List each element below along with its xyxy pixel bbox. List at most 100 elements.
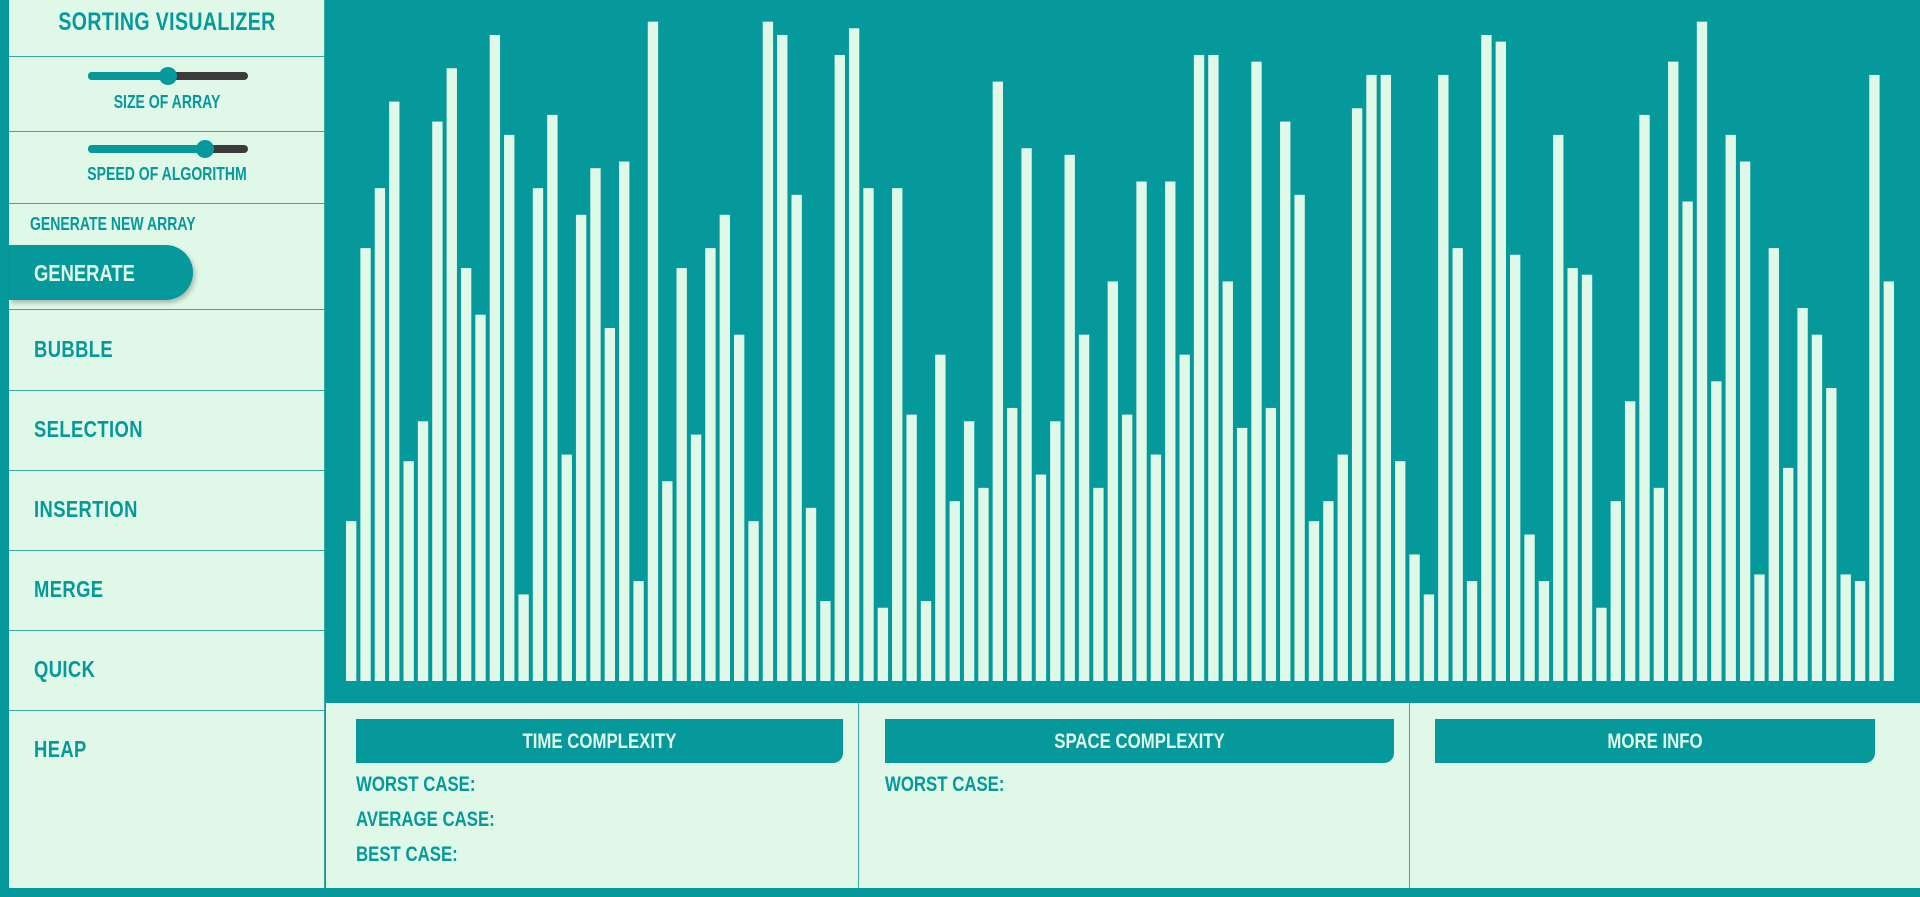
space-complexity-title: SPACE COMPLEXITY	[1054, 730, 1225, 753]
algo-merge-label: MERGE	[34, 576, 104, 602]
array-bar	[1754, 574, 1765, 681]
size-label: SIZE OF ARRAY	[113, 92, 221, 112]
generate-section	[9, 204, 325, 310]
space-complexity-section: SPACE COMPLEXITY WORST CASE:	[859, 703, 1410, 888]
array-bar	[374, 188, 386, 681]
algo-quick-button[interactable]: QUICK	[9, 631, 325, 711]
array-bar	[1050, 421, 1061, 681]
array-bar	[403, 461, 414, 681]
array-bar	[1093, 487, 1104, 681]
array-bar	[1265, 407, 1277, 681]
algo-insertion-button[interactable]: INSERTION	[9, 471, 325, 551]
algo-selection-label: SELECTION	[34, 416, 143, 442]
array-bar	[1538, 581, 1550, 681]
array-bar	[1395, 461, 1406, 681]
time-best-case: BEST CASE:	[356, 843, 458, 866]
array-bar	[1668, 61, 1679, 681]
array-bar	[848, 28, 860, 681]
array-bar	[1653, 487, 1665, 681]
array-bar	[1021, 148, 1032, 681]
generate-button[interactable]: GENERATE	[9, 245, 193, 300]
array-bar	[762, 21, 774, 681]
bars-svg	[346, 21, 1894, 681]
array-bar	[1797, 308, 1808, 681]
array-bar	[1567, 268, 1578, 681]
array-bar	[633, 581, 644, 681]
array-bar	[949, 501, 960, 681]
array-bar	[1840, 574, 1851, 681]
time-complexity-header: TIME COMPLEXITY	[356, 719, 843, 763]
speed-slider-thumb[interactable]	[195, 140, 214, 158]
array-bar	[1510, 254, 1521, 681]
array-bar	[978, 487, 989, 681]
generate-label: GENERATE NEW ARRAY	[30, 214, 196, 234]
speed-section: SPEED OF ALGORITHM	[9, 132, 325, 204]
array-bar	[1423, 594, 1435, 681]
array-bar	[1869, 74, 1880, 681]
algo-quick-label: QUICK	[34, 656, 96, 682]
algo-bubble-label: BUBBLE	[34, 336, 114, 362]
array-bar	[346, 521, 357, 681]
array-bar	[360, 248, 371, 681]
array-bar	[1581, 274, 1593, 681]
array-bar	[446, 68, 457, 681]
size-slider-thumb[interactable]	[159, 67, 177, 85]
time-average-case: AVERAGE CASE:	[356, 808, 495, 831]
array-bar	[1035, 474, 1047, 681]
array-bar	[1409, 554, 1420, 681]
algo-heap-label: HEAP	[34, 736, 87, 762]
array-bar	[460, 268, 472, 681]
array-bar	[1826, 387, 1837, 681]
algo-insertion-label: INSERTION	[34, 496, 138, 522]
array-bar	[719, 214, 730, 681]
array-bar	[1711, 381, 1722, 681]
algo-heap-button[interactable]: HEAP	[9, 711, 325, 791]
array-bar	[1768, 248, 1780, 681]
array-bar	[1337, 454, 1348, 681]
time-worst-case: WORST CASE:	[356, 773, 476, 796]
array-bar	[705, 248, 716, 681]
array-bar	[504, 134, 515, 681]
array-bar	[1783, 467, 1794, 681]
array-bar	[1610, 501, 1621, 681]
speed-slider[interactable]	[88, 140, 248, 158]
array-bar	[475, 314, 486, 681]
complexity-panel: TIME COMPLEXITY WORST CASE: AVERAGE CASE…	[326, 703, 1920, 888]
array-bar	[432, 121, 443, 681]
array-bar	[805, 507, 817, 681]
array-bar	[1596, 607, 1607, 681]
array-bar	[1208, 54, 1219, 681]
array-bar	[1064, 154, 1075, 681]
size-slider[interactable]	[88, 67, 248, 85]
speed-slider-fill	[88, 145, 205, 153]
app-title: SORTING VISUALIZER	[58, 8, 276, 36]
array-bar	[1452, 248, 1463, 681]
algo-merge-button[interactable]: MERGE	[9, 551, 325, 631]
array-bar	[1366, 74, 1377, 681]
array-bar	[1280, 121, 1291, 681]
array-bar	[1524, 534, 1535, 681]
algo-bubble-button[interactable]: BUBBLE	[9, 311, 325, 391]
array-bar	[489, 34, 501, 681]
array-bar	[676, 268, 687, 681]
algo-selection-button[interactable]: SELECTION	[9, 391, 325, 471]
array-bar	[892, 188, 903, 681]
array-bar	[1466, 581, 1478, 681]
array-bar	[877, 607, 889, 681]
generate-button-label: GENERATE	[34, 260, 135, 286]
array-bar	[662, 481, 673, 681]
more-info-section: MORE INFO	[1410, 703, 1920, 888]
array-bar	[1725, 134, 1736, 681]
array-bar	[1150, 454, 1162, 681]
time-complexity-section: TIME COMPLEXITY WORST CASE: AVERAGE CASE…	[326, 703, 859, 888]
array-bar	[1007, 407, 1018, 681]
array-bar	[1682, 201, 1693, 681]
array-bar	[1078, 334, 1090, 681]
array-bar	[1294, 194, 1305, 681]
array-bar	[863, 188, 874, 681]
array-bar	[518, 594, 529, 681]
sidebar: SORTING VISUALIZER SIZE OF ARRAY SPEED O…	[9, 0, 325, 888]
array-bar	[619, 161, 630, 681]
array-bar	[1136, 181, 1147, 681]
